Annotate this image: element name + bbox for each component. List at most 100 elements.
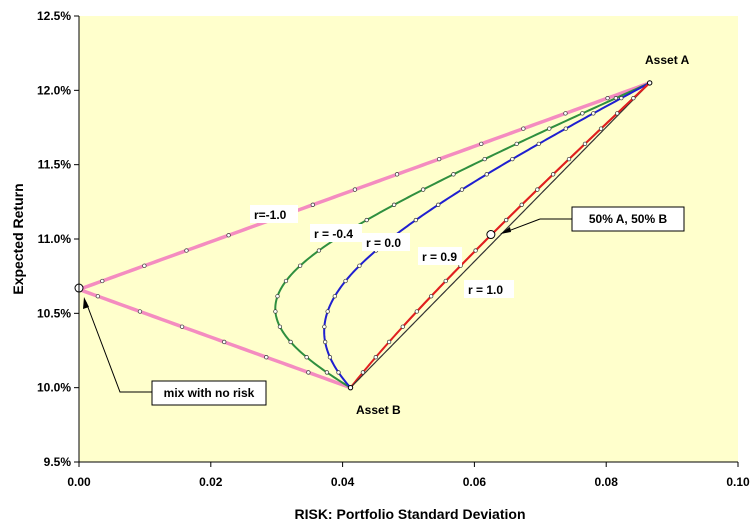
data-point bbox=[273, 309, 278, 314]
y-tick-label: 12.0% bbox=[37, 83, 71, 97]
annotation-point-0 bbox=[486, 230, 496, 240]
annotation-no-risk: mix with no risk bbox=[83, 297, 267, 406]
marker-layer bbox=[74, 80, 653, 391]
data-point bbox=[222, 339, 227, 345]
data-point bbox=[413, 217, 418, 223]
data-point bbox=[631, 95, 636, 101]
data-point bbox=[479, 141, 484, 147]
series-line-4 bbox=[350, 82, 651, 389]
data-point bbox=[484, 172, 489, 177]
data-point bbox=[451, 172, 456, 177]
data-point bbox=[547, 126, 552, 131]
data-point bbox=[142, 263, 147, 268]
data-point bbox=[550, 172, 556, 177]
data-point bbox=[336, 370, 341, 375]
data-point bbox=[443, 278, 448, 284]
asset-a-point bbox=[646, 80, 653, 86]
y-tick-label: 12.5% bbox=[37, 9, 71, 23]
data-point bbox=[414, 309, 419, 314]
data-point bbox=[473, 248, 478, 253]
data-point bbox=[264, 355, 269, 360]
data-point bbox=[436, 156, 442, 162]
data-point bbox=[324, 370, 330, 375]
data-point bbox=[598, 126, 604, 131]
y-tick-label: 10.0% bbox=[37, 381, 71, 395]
series-label-text: r = 0.9 bbox=[422, 250, 457, 264]
data-point bbox=[580, 111, 585, 116]
x-axis-title: RISK: Portfolio Standard Deviation bbox=[294, 506, 525, 522]
data-point bbox=[582, 141, 588, 147]
data-point bbox=[391, 202, 397, 207]
series-label-rho-09: r = 0.9 bbox=[418, 247, 462, 265]
series-label-text: r = 1.0 bbox=[468, 283, 503, 297]
data-point bbox=[322, 339, 328, 345]
x-tick-label: 0.10 bbox=[726, 475, 750, 489]
data-point bbox=[304, 355, 309, 360]
data-point bbox=[95, 294, 100, 299]
series-label-text: r = -0.4 bbox=[314, 227, 353, 241]
data-point bbox=[137, 309, 143, 314]
y-tick-layer: 9.5% 10.0% 10.5% 11.0% 11.5% 12.0% 12.5% bbox=[37, 9, 79, 469]
x-tick-label: 0.08 bbox=[595, 475, 619, 489]
data-point bbox=[536, 141, 541, 147]
y-tick-label: 10.5% bbox=[37, 306, 71, 320]
y-tick-label: 9.5% bbox=[44, 455, 72, 469]
x-tick-label: 0.06 bbox=[463, 475, 487, 489]
data-point bbox=[343, 278, 348, 284]
y-axis-title: Expected Return bbox=[10, 183, 26, 294]
data-point bbox=[428, 294, 434, 299]
data-point bbox=[394, 172, 400, 177]
data-point bbox=[386, 339, 392, 345]
data-point bbox=[357, 263, 362, 268]
data-point bbox=[482, 156, 487, 162]
data-point bbox=[519, 202, 524, 207]
data-point bbox=[316, 248, 322, 253]
data-point bbox=[364, 217, 369, 223]
series-label-rho-1: r = 1.0 bbox=[464, 280, 514, 298]
asset-a-label: Asset A bbox=[645, 53, 690, 67]
series-label-rho-neg04: r = -0.4 bbox=[310, 224, 362, 242]
annotation-50-50-text: 50% A, 50% B bbox=[589, 212, 668, 226]
data-point bbox=[297, 263, 303, 268]
annotation-no-risk-text: mix with no risk bbox=[164, 386, 255, 400]
series-label-rho-neg1: r=-1.0 bbox=[250, 205, 298, 223]
data-point bbox=[566, 156, 572, 162]
data-point bbox=[226, 233, 231, 238]
data-point bbox=[288, 339, 293, 345]
series-label-text: r = 0.0 bbox=[366, 236, 401, 250]
y-tick-label: 11.0% bbox=[38, 232, 72, 246]
series-label-rho-0: r = 0.0 bbox=[362, 233, 410, 251]
data-point bbox=[514, 141, 519, 147]
annotation-50-50: 50% A, 50% B bbox=[500, 206, 685, 234]
data-point bbox=[504, 217, 509, 223]
data-point bbox=[310, 202, 315, 207]
data-point bbox=[591, 111, 596, 116]
data-point bbox=[436, 202, 441, 207]
data-point bbox=[373, 355, 378, 360]
data-point bbox=[352, 187, 358, 192]
y-tick-label: 11.5% bbox=[38, 158, 72, 172]
data-point bbox=[605, 95, 610, 101]
x-tick-layer: 0.00 0.02 0.04 0.06 0.08 0.10 bbox=[67, 462, 750, 489]
series-label-text: r=-1.0 bbox=[254, 208, 287, 222]
data-point bbox=[283, 278, 289, 284]
annotation-no-risk-arrowhead bbox=[83, 297, 89, 309]
data-point bbox=[521, 126, 526, 131]
annotation-no-risk-leader bbox=[85, 301, 152, 393]
data-point bbox=[563, 111, 568, 116]
data-point bbox=[619, 95, 624, 101]
data-point bbox=[535, 187, 540, 192]
data-point bbox=[325, 309, 330, 314]
data-point bbox=[615, 111, 620, 116]
x-tick-label: 0.00 bbox=[67, 475, 91, 489]
data-point bbox=[613, 95, 619, 101]
data-point bbox=[306, 370, 311, 375]
data-point bbox=[322, 324, 327, 329]
data-point bbox=[563, 126, 568, 131]
data-point bbox=[327, 355, 333, 360]
data-point bbox=[100, 278, 105, 284]
data-point bbox=[275, 294, 280, 299]
x-tick-label: 0.04 bbox=[331, 475, 355, 489]
annotation-50-50-arrowhead bbox=[500, 227, 511, 234]
data-point bbox=[277, 324, 283, 329]
